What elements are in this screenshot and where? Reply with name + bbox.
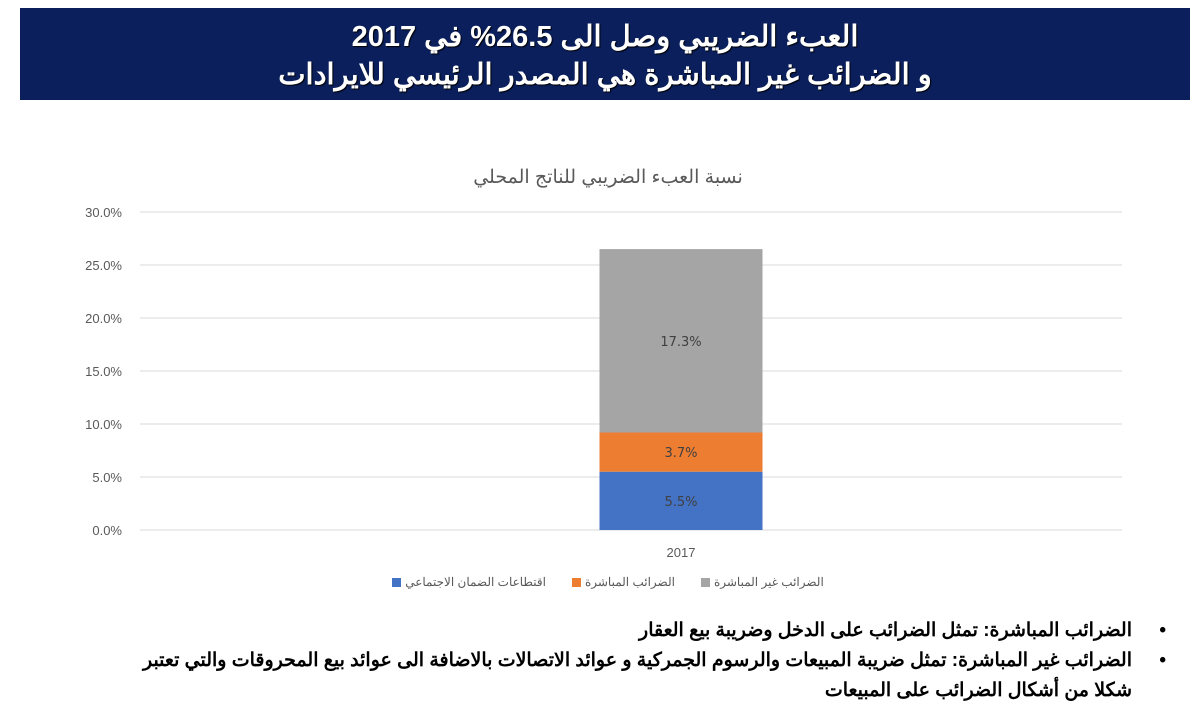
legend-swatch (700, 577, 710, 587)
legend-item: الضرائب المباشرة (571, 575, 675, 589)
note-indirect-taxes: الضرائب غير المباشرة: تمثل ضريبة المبيعا… (112, 646, 1172, 706)
data-label: 17.3% (660, 335, 701, 350)
bar-segment (599, 249, 763, 433)
header-line-1: العبء الضريبي وصل الى 26.5% في 2017 (351, 21, 859, 53)
legend-swatch (392, 577, 402, 587)
bar-segment (599, 432, 763, 472)
y-tick-label: 20.0% (85, 311, 122, 326)
legend-label: الضرائب المباشرة (584, 575, 675, 589)
y-tick-label: 25.0% (85, 258, 122, 273)
y-tick-label: 5.0% (92, 470, 122, 485)
data-label: 3.7% (664, 446, 697, 461)
chart-title: نسبة العبء الضريبي للناتج المحلي (473, 167, 743, 188)
legend-swatch (571, 577, 581, 587)
note-direct-taxes: الضرائب المباشرة: تمثل الضرائب على الدخل… (112, 616, 1172, 646)
data-label: 5.5% (664, 495, 697, 510)
chart-legend: الضرائب غير المباشرة الضرائب المباشرة اقتط… (0, 575, 1200, 589)
y-tick-label: 10.0% (85, 417, 122, 432)
legend-item: الضرائب غير المباشرة (700, 575, 824, 589)
x-tick-label: 2017 (667, 545, 696, 560)
bar-segment (599, 471, 763, 530)
notes-list: الضرائب المباشرة: تمثل الضرائب على الدخل… (112, 616, 1172, 706)
slide-header: العبء الضريبي وصل الى 26.5% في 2017 و ال… (20, 8, 1190, 100)
y-tick-label: 30.0% (85, 205, 122, 220)
header-line-2: و الضرائب غير المباشرة هي المصدر الرئيسي… (278, 59, 932, 91)
y-tick-label: 15.0% (85, 364, 122, 379)
legend-label: اقتطاعات الضمان الاجتماعي (405, 575, 546, 589)
legend-label: الضرائب غير المباشرة (713, 575, 824, 589)
y-tick-label: 0.0% (92, 523, 122, 538)
legend-item: اقتطاعات الضمان الاجتماعي (392, 575, 546, 589)
